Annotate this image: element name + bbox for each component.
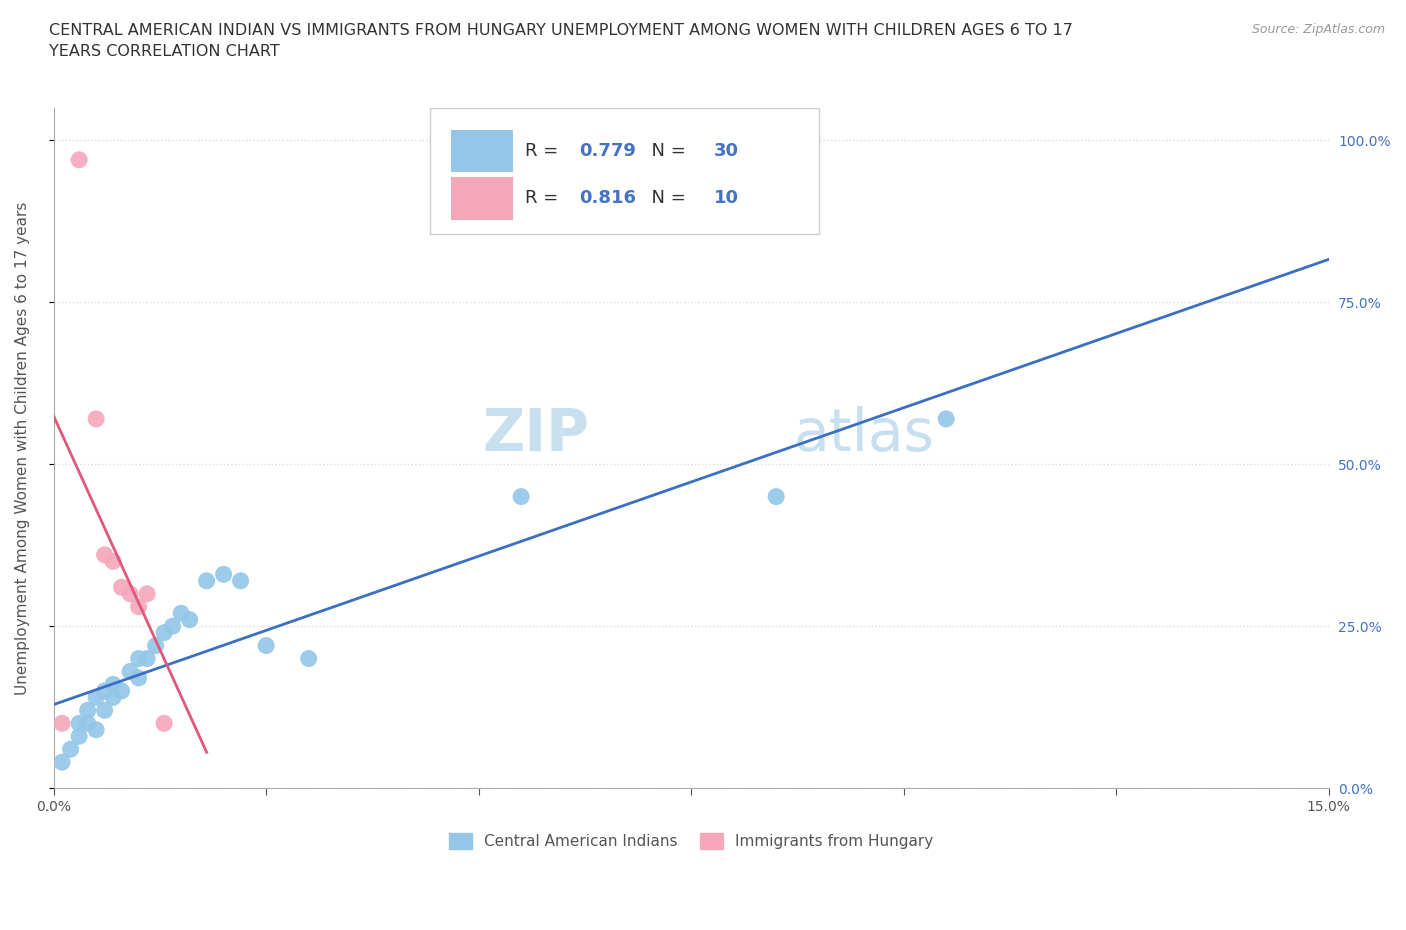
Point <box>93 548 115 563</box>
Text: CENTRAL AMERICAN INDIAN VS IMMIGRANTS FROM HUNGARY UNEMPLOYMENT AMONG WOMEN WITH: CENTRAL AMERICAN INDIAN VS IMMIGRANTS FR… <box>49 23 1073 60</box>
Point <box>298 651 321 666</box>
Point <box>67 729 90 744</box>
FancyBboxPatch shape <box>430 108 818 233</box>
Text: ZIP: ZIP <box>482 405 589 463</box>
Text: R =: R = <box>526 142 564 160</box>
Point <box>136 586 159 601</box>
Text: Source: ZipAtlas.com: Source: ZipAtlas.com <box>1251 23 1385 36</box>
Point <box>76 716 98 731</box>
Text: 10: 10 <box>714 190 740 207</box>
Point <box>153 625 176 640</box>
Point <box>101 677 124 692</box>
Point <box>935 411 957 426</box>
Point <box>170 605 193 620</box>
Point <box>136 651 159 666</box>
Text: 0.816: 0.816 <box>579 190 636 207</box>
Point <box>120 586 142 601</box>
Y-axis label: Unemployment Among Women with Children Ages 6 to 17 years: Unemployment Among Women with Children A… <box>15 202 30 695</box>
Point <box>67 153 90 167</box>
Point <box>128 599 150 614</box>
Point <box>67 716 90 731</box>
Point <box>110 684 132 698</box>
Point <box>153 716 176 731</box>
Text: R =: R = <box>526 190 564 207</box>
Text: 0.779: 0.779 <box>579 142 636 160</box>
Text: N =: N = <box>640 190 692 207</box>
Point <box>229 574 252 589</box>
Point <box>765 489 787 504</box>
Point <box>101 690 124 705</box>
Point <box>84 723 107 737</box>
Text: atlas: atlas <box>793 405 934 463</box>
Point <box>128 671 150 685</box>
FancyBboxPatch shape <box>451 178 513 219</box>
Point <box>59 742 82 757</box>
Point <box>510 489 533 504</box>
Point <box>84 411 107 426</box>
Point <box>120 664 142 679</box>
FancyBboxPatch shape <box>451 130 513 172</box>
Point <box>101 554 124 569</box>
Point <box>93 684 115 698</box>
Point <box>76 703 98 718</box>
Point <box>84 690 107 705</box>
Point <box>110 579 132 594</box>
Point <box>179 612 201 627</box>
Point <box>162 618 184 633</box>
Text: N =: N = <box>640 142 692 160</box>
Point <box>51 755 73 770</box>
Point <box>195 574 218 589</box>
Point <box>51 716 73 731</box>
Point <box>145 638 167 653</box>
Point <box>212 567 235 582</box>
Text: 30: 30 <box>714 142 740 160</box>
Point <box>128 651 150 666</box>
Legend: Central American Indians, Immigrants from Hungary: Central American Indians, Immigrants fro… <box>443 827 939 856</box>
Point <box>93 703 115 718</box>
Point <box>254 638 277 653</box>
